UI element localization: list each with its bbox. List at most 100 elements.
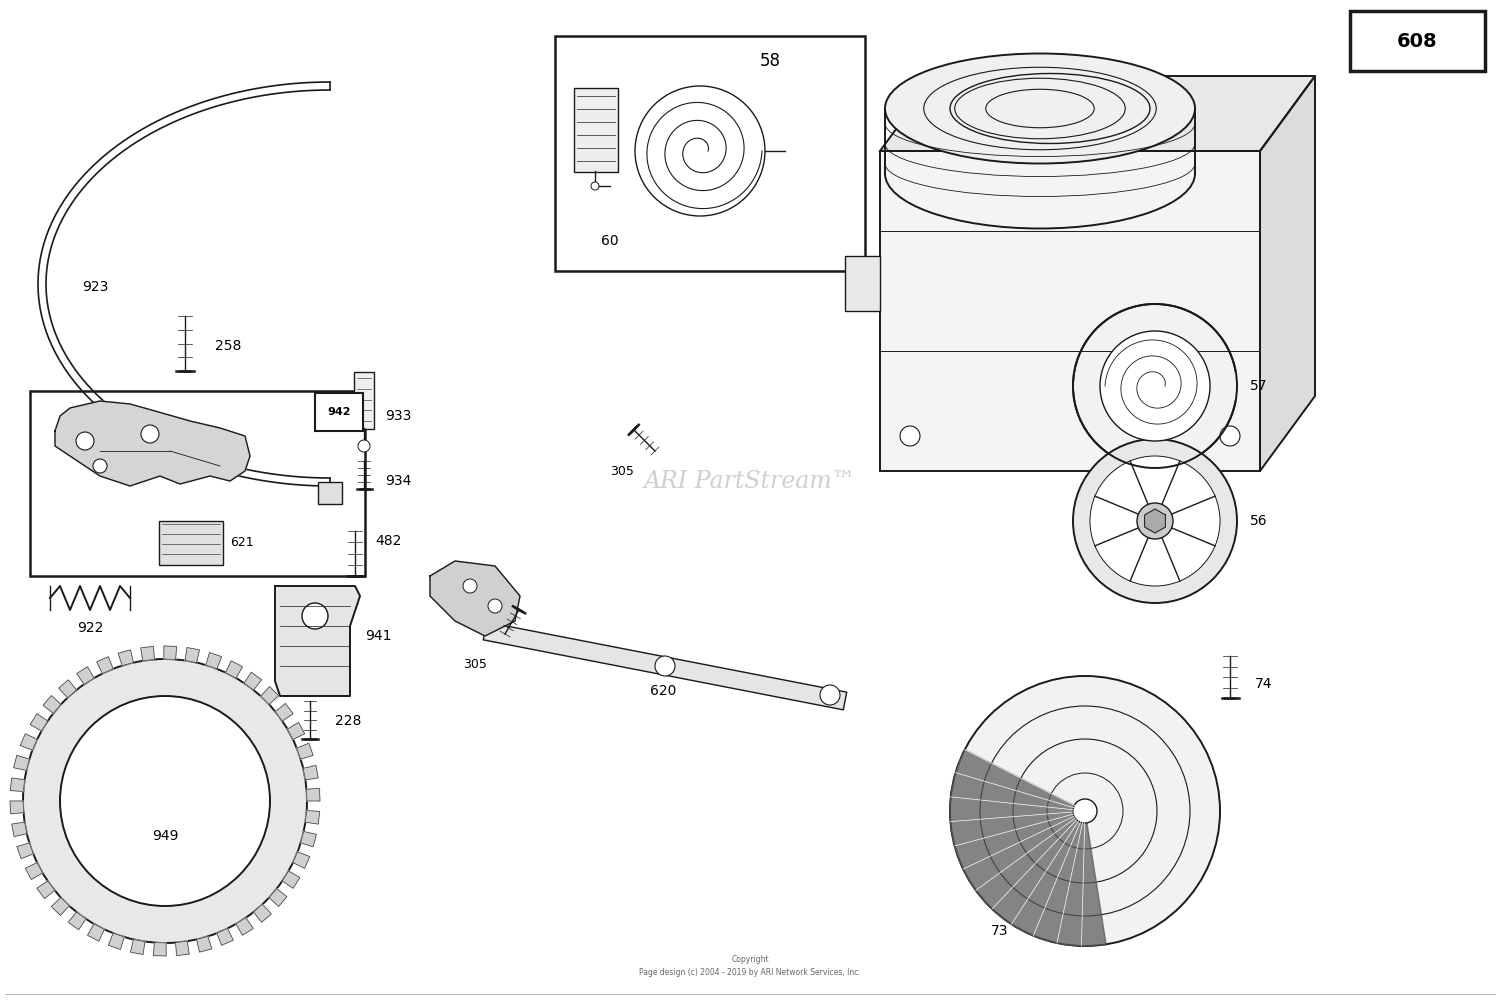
Polygon shape xyxy=(164,646,177,659)
Text: 941: 941 xyxy=(364,629,392,643)
Text: 608: 608 xyxy=(1396,31,1437,50)
Polygon shape xyxy=(236,917,254,936)
Circle shape xyxy=(302,603,328,629)
Polygon shape xyxy=(292,852,309,868)
Polygon shape xyxy=(141,647,154,661)
Circle shape xyxy=(464,579,477,593)
Polygon shape xyxy=(1260,76,1316,471)
Text: 942: 942 xyxy=(327,407,351,417)
Polygon shape xyxy=(880,76,1316,151)
Text: 922: 922 xyxy=(76,621,104,635)
Circle shape xyxy=(76,432,94,450)
Circle shape xyxy=(1220,426,1240,446)
Polygon shape xyxy=(184,648,200,663)
Circle shape xyxy=(141,425,159,443)
Text: 305: 305 xyxy=(464,658,488,671)
Circle shape xyxy=(60,696,270,906)
Circle shape xyxy=(488,599,502,613)
Polygon shape xyxy=(58,680,76,697)
Polygon shape xyxy=(254,904,272,923)
Polygon shape xyxy=(288,722,304,739)
FancyBboxPatch shape xyxy=(315,393,363,431)
Circle shape xyxy=(1072,304,1238,468)
Circle shape xyxy=(1072,439,1238,603)
Polygon shape xyxy=(44,695,62,713)
Circle shape xyxy=(1090,456,1220,586)
Polygon shape xyxy=(176,942,189,956)
Polygon shape xyxy=(300,832,316,847)
Text: 949: 949 xyxy=(152,829,178,843)
Polygon shape xyxy=(76,667,94,684)
Polygon shape xyxy=(56,401,250,486)
Text: 934: 934 xyxy=(386,474,411,488)
FancyBboxPatch shape xyxy=(574,88,618,172)
FancyBboxPatch shape xyxy=(555,36,866,271)
Polygon shape xyxy=(206,653,222,669)
Polygon shape xyxy=(430,561,520,636)
Polygon shape xyxy=(30,713,48,731)
Text: Copyright
Page design (c) 2004 - 2019 by ARI Network Services, Inc.: Copyright Page design (c) 2004 - 2019 by… xyxy=(639,956,861,977)
Text: 60: 60 xyxy=(602,234,619,248)
Polygon shape xyxy=(130,940,146,955)
Text: 305: 305 xyxy=(610,465,634,478)
FancyBboxPatch shape xyxy=(354,372,374,429)
Polygon shape xyxy=(244,672,261,690)
FancyBboxPatch shape xyxy=(159,521,224,565)
FancyBboxPatch shape xyxy=(880,151,1260,471)
FancyBboxPatch shape xyxy=(30,391,364,576)
Polygon shape xyxy=(153,943,166,956)
Text: 58: 58 xyxy=(759,52,780,70)
Polygon shape xyxy=(268,888,286,906)
Polygon shape xyxy=(297,743,314,760)
Circle shape xyxy=(1100,331,1210,441)
Polygon shape xyxy=(13,756,30,771)
Polygon shape xyxy=(108,934,124,950)
Circle shape xyxy=(1137,503,1173,539)
Polygon shape xyxy=(16,843,33,859)
Polygon shape xyxy=(225,661,243,678)
Polygon shape xyxy=(274,586,360,696)
Circle shape xyxy=(1072,799,1096,823)
Polygon shape xyxy=(306,789,320,801)
Polygon shape xyxy=(196,937,211,952)
Polygon shape xyxy=(306,811,320,824)
Text: 258: 258 xyxy=(214,339,242,353)
Bar xyxy=(318,482,342,504)
Text: 482: 482 xyxy=(375,534,402,548)
Circle shape xyxy=(93,459,106,473)
Text: 73: 73 xyxy=(992,924,1010,938)
Text: 621: 621 xyxy=(230,536,254,549)
Polygon shape xyxy=(261,686,279,704)
Polygon shape xyxy=(282,871,300,888)
Text: 620: 620 xyxy=(650,684,676,698)
Circle shape xyxy=(591,182,598,190)
Text: 57: 57 xyxy=(1250,379,1268,393)
Circle shape xyxy=(656,656,675,676)
Polygon shape xyxy=(483,622,846,710)
Polygon shape xyxy=(87,924,105,942)
Polygon shape xyxy=(12,822,27,837)
Polygon shape xyxy=(10,778,24,792)
Polygon shape xyxy=(118,650,134,666)
Ellipse shape xyxy=(885,53,1196,164)
Circle shape xyxy=(358,440,370,452)
Polygon shape xyxy=(26,862,42,879)
Text: 923: 923 xyxy=(82,280,108,294)
FancyBboxPatch shape xyxy=(1350,11,1485,71)
Polygon shape xyxy=(1144,509,1166,533)
Text: 933: 933 xyxy=(386,409,411,423)
Circle shape xyxy=(22,659,308,943)
Polygon shape xyxy=(38,881,54,898)
Polygon shape xyxy=(21,733,38,750)
Polygon shape xyxy=(69,912,86,930)
Polygon shape xyxy=(51,897,69,915)
Polygon shape xyxy=(276,703,292,721)
Polygon shape xyxy=(950,749,1106,946)
Polygon shape xyxy=(303,766,318,780)
Polygon shape xyxy=(96,657,112,674)
Polygon shape xyxy=(217,929,234,946)
Circle shape xyxy=(900,426,920,446)
Text: 74: 74 xyxy=(1256,677,1272,691)
Polygon shape xyxy=(10,801,24,814)
Bar xyxy=(844,256,880,311)
